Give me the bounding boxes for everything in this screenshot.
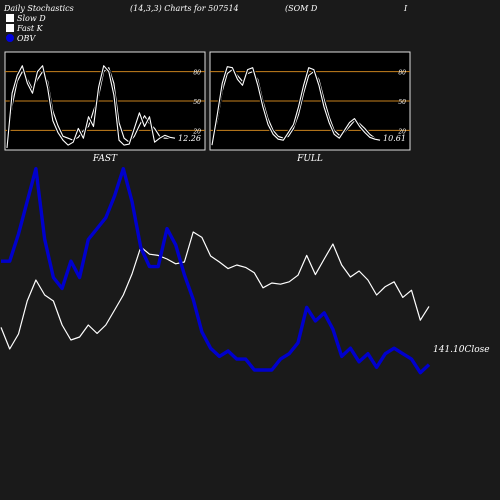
panel-full-last-value: 10.61 bbox=[383, 134, 406, 143]
panel-full-tick-50: 50 bbox=[398, 99, 406, 106]
panel-full-title: FULL bbox=[296, 154, 323, 164]
chart-legend: Slow D Fast K OBV bbox=[6, 13, 46, 43]
obv-line bbox=[1, 166, 431, 375]
panel-full-tick-20: 20 bbox=[397, 128, 406, 135]
legend-label-slow-d: Slow D bbox=[17, 13, 46, 23]
panel-full-fast-k-line bbox=[211, 66, 381, 146]
legend-swatch-obv bbox=[6, 34, 14, 42]
legend-item-obv: OBV bbox=[6, 33, 46, 43]
panel-fast-fast-k-line bbox=[6, 65, 176, 149]
panel-fast-title: FAST bbox=[92, 154, 118, 164]
panel-full-tick-80: 80 bbox=[398, 70, 406, 77]
legend-swatch-fast-k bbox=[6, 24, 14, 32]
legend-item-slow-d: Slow D bbox=[6, 13, 46, 23]
legend-item-fast-k: Fast K bbox=[6, 23, 46, 33]
legend-label-fast-k: Fast K bbox=[17, 23, 43, 33]
legend-swatch-slow-d bbox=[6, 14, 14, 22]
legend-label-obv: OBV bbox=[17, 33, 36, 43]
panel-fast-last-value: 12.26 bbox=[178, 134, 201, 143]
chart-params: (14,3,3) Charts for 507514 bbox=[130, 4, 239, 13]
chart-trail: I bbox=[404, 4, 408, 13]
panel-fast-tick-50: 50 bbox=[193, 99, 201, 106]
price-close-line bbox=[0, 231, 430, 350]
close-value-label: 141.10Close bbox=[433, 345, 490, 355]
panel-fast-tick-80: 80 bbox=[193, 70, 201, 77]
chart-symbol: (SOM D bbox=[285, 4, 318, 13]
panel-fast-tick-20: 20 bbox=[192, 128, 201, 135]
chart-title: Daily Stochastics bbox=[4, 4, 74, 13]
